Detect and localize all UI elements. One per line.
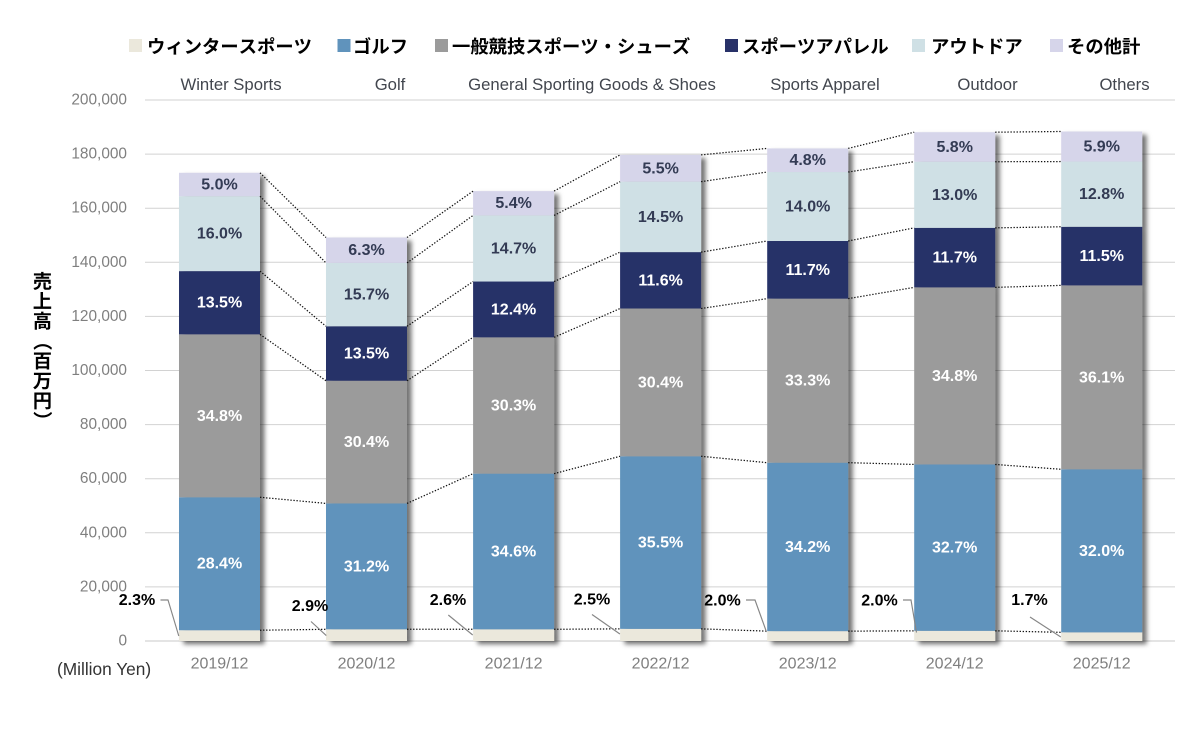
svg-text:34.8%: 34.8% [197, 408, 242, 425]
svg-text:30.3%: 30.3% [491, 398, 536, 415]
svg-text:33.3%: 33.3% [785, 373, 830, 390]
svg-text:100,000: 100,000 [71, 362, 127, 379]
svg-text:34.2%: 34.2% [785, 539, 830, 556]
svg-text:2.0%: 2.0% [861, 593, 897, 610]
svg-text:32.0%: 32.0% [1079, 543, 1124, 560]
svg-text:13.0%: 13.0% [932, 187, 977, 204]
svg-text:140,000: 140,000 [71, 254, 127, 271]
svg-text:12.8%: 12.8% [1079, 186, 1124, 203]
svg-text:120,000: 120,000 [71, 308, 127, 325]
svg-text:(Million Yen): (Million Yen) [57, 659, 151, 679]
svg-text:12.4%: 12.4% [491, 301, 536, 318]
svg-text:2021/12: 2021/12 [485, 656, 543, 673]
svg-text:34.8%: 34.8% [932, 368, 977, 385]
svg-text:16.0%: 16.0% [197, 226, 242, 243]
svg-text:80,000: 80,000 [80, 416, 127, 433]
svg-text:5.9%: 5.9% [1083, 139, 1119, 156]
svg-text:11.5%: 11.5% [1079, 248, 1123, 265]
svg-text:2023/12: 2023/12 [779, 656, 837, 673]
svg-text:General Sporting Goods & Shoes: General Sporting Goods & Shoes [468, 75, 716, 94]
svg-text:Winter Sports: Winter Sports [180, 75, 281, 94]
svg-text:11.7%: 11.7% [785, 262, 829, 279]
svg-text:Golf: Golf [375, 75, 406, 94]
svg-text:5.5%: 5.5% [642, 160, 678, 177]
svg-text:Sports Apparel: Sports Apparel [770, 75, 879, 94]
svg-text:35.5%: 35.5% [638, 535, 683, 552]
svg-text:30.4%: 30.4% [344, 434, 389, 451]
svg-text:11.7%: 11.7% [932, 250, 976, 267]
svg-text:40,000: 40,000 [80, 524, 127, 541]
svg-text:20,000: 20,000 [80, 578, 127, 595]
svg-text:5.0%: 5.0% [201, 177, 237, 194]
svg-text:Outdoor: Outdoor [957, 75, 1018, 94]
svg-text:180,000: 180,000 [71, 146, 127, 163]
svg-text:14.5%: 14.5% [638, 209, 683, 226]
svg-text:Others: Others [1099, 75, 1149, 94]
svg-text:2.6%: 2.6% [430, 592, 466, 609]
svg-text:60,000: 60,000 [80, 470, 127, 487]
svg-text:2019/12: 2019/12 [191, 656, 249, 673]
svg-text:34.6%: 34.6% [491, 544, 536, 561]
svg-text:6.3%: 6.3% [348, 242, 384, 259]
svg-text:1.7%: 1.7% [1011, 592, 1047, 609]
svg-text:2.5%: 2.5% [574, 592, 610, 609]
svg-text:30.4%: 30.4% [638, 374, 683, 391]
svg-text:2022/12: 2022/12 [632, 656, 690, 673]
svg-text:13.5%: 13.5% [344, 346, 389, 363]
svg-text:5.8%: 5.8% [936, 139, 972, 156]
svg-text:4.8%: 4.8% [789, 152, 825, 169]
svg-text:13.5%: 13.5% [197, 295, 242, 312]
svg-text:11.6%: 11.6% [638, 272, 682, 289]
svg-text:2025/12: 2025/12 [1073, 656, 1131, 673]
svg-text:15.7%: 15.7% [344, 287, 389, 304]
svg-text:0: 0 [118, 633, 127, 650]
svg-text:32.7%: 32.7% [932, 540, 977, 557]
svg-text:36.1%: 36.1% [1079, 369, 1124, 386]
svg-text:14.7%: 14.7% [491, 241, 536, 258]
svg-text:31.2%: 31.2% [344, 558, 389, 575]
svg-text:160,000: 160,000 [71, 200, 127, 217]
svg-text:14.0%: 14.0% [785, 199, 830, 216]
svg-text:28.4%: 28.4% [197, 556, 242, 573]
svg-text:2020/12: 2020/12 [338, 656, 396, 673]
svg-text:2.0%: 2.0% [704, 593, 740, 610]
svg-text:200,000: 200,000 [71, 92, 127, 109]
svg-text:2.9%: 2.9% [292, 598, 328, 615]
svg-text:5.4%: 5.4% [495, 195, 531, 212]
svg-text:2024/12: 2024/12 [926, 656, 984, 673]
